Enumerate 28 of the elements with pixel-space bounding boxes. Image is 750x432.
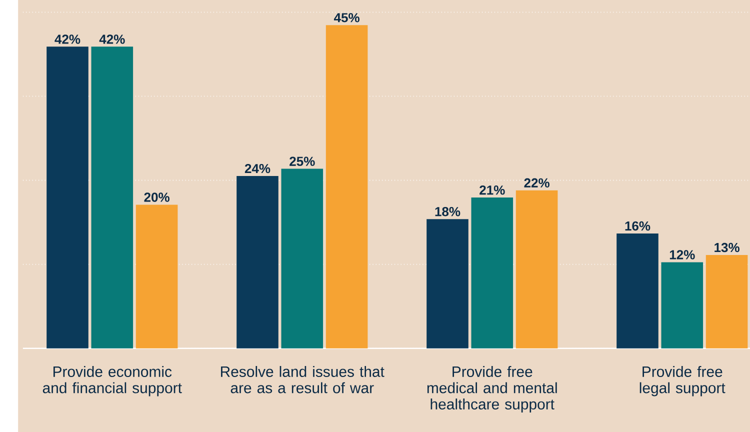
bar xyxy=(426,218,468,348)
bar xyxy=(471,197,514,348)
data-label: 22% xyxy=(524,178,550,188)
data-label: 42% xyxy=(54,34,80,44)
bar xyxy=(236,176,278,348)
data-label: 21% xyxy=(480,185,505,195)
bar xyxy=(516,190,558,348)
data-label: 13% xyxy=(714,242,740,252)
x-tick-label: Provide economic and financial support xyxy=(42,366,182,396)
bar xyxy=(706,254,748,348)
bar xyxy=(326,24,368,348)
x-tick-label: Provide free legal support xyxy=(640,366,726,396)
data-label: 25% xyxy=(290,156,315,166)
data-label: 16% xyxy=(625,221,650,230)
x-tick-label: Provide free medical and mental healthcare support xyxy=(427,366,557,412)
data-label: 45% xyxy=(334,12,360,22)
data-label: 42% xyxy=(99,34,125,44)
data-label: 18% xyxy=(435,206,460,216)
bar xyxy=(91,46,134,348)
x-tick-label: Resolve land issues that are as a result of war xyxy=(221,366,384,394)
bar xyxy=(661,262,704,348)
data-label: 12% xyxy=(670,250,695,260)
bar xyxy=(46,46,88,348)
data-label: 24% xyxy=(244,164,270,173)
bar xyxy=(281,168,324,348)
data-label: 20% xyxy=(144,192,170,202)
bar xyxy=(616,233,658,348)
bar xyxy=(136,204,178,348)
